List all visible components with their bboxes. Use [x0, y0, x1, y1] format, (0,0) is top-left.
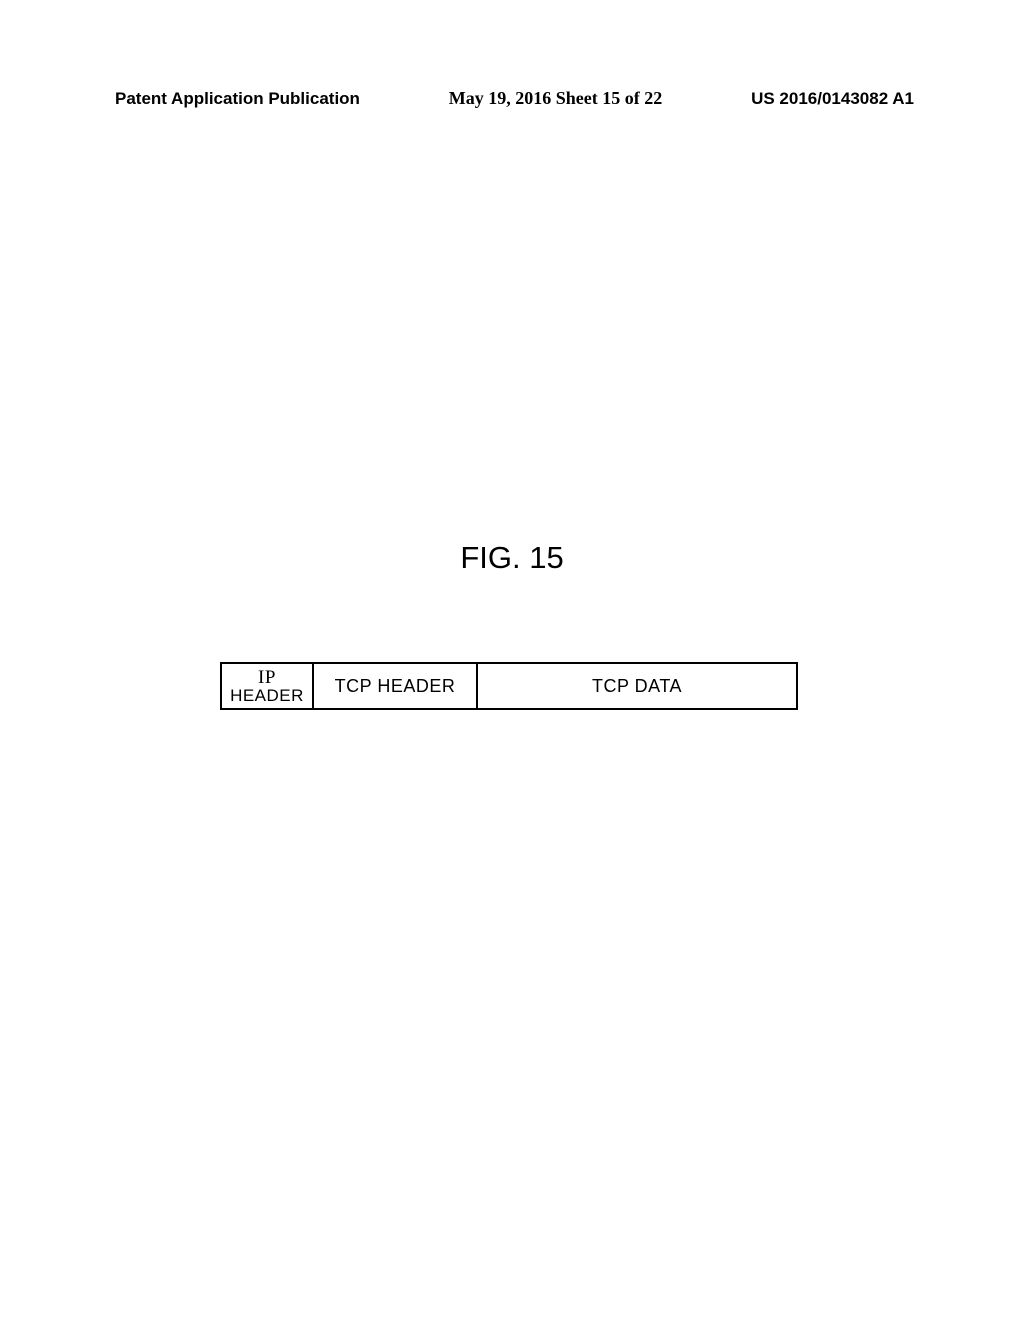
tcp-data-box: TCP DATA: [478, 664, 796, 708]
header-publication-type: Patent Application Publication: [115, 89, 360, 109]
ip-header-box: IP HEADER: [222, 664, 314, 708]
packet-structure-diagram: IP HEADER TCP HEADER TCP DATA: [220, 662, 798, 710]
ip-header-line2: HEADER: [230, 687, 304, 704]
tcp-header-box: TCP HEADER: [314, 664, 478, 708]
header-patent-number: US 2016/0143082 A1: [751, 89, 914, 109]
ip-header-line1: IP: [258, 668, 276, 687]
page-header: Patent Application Publication May 19, 2…: [115, 88, 914, 109]
header-date-sheet: May 19, 2016 Sheet 15 of 22: [449, 88, 662, 109]
figure-label: FIG. 15: [0, 540, 1024, 576]
